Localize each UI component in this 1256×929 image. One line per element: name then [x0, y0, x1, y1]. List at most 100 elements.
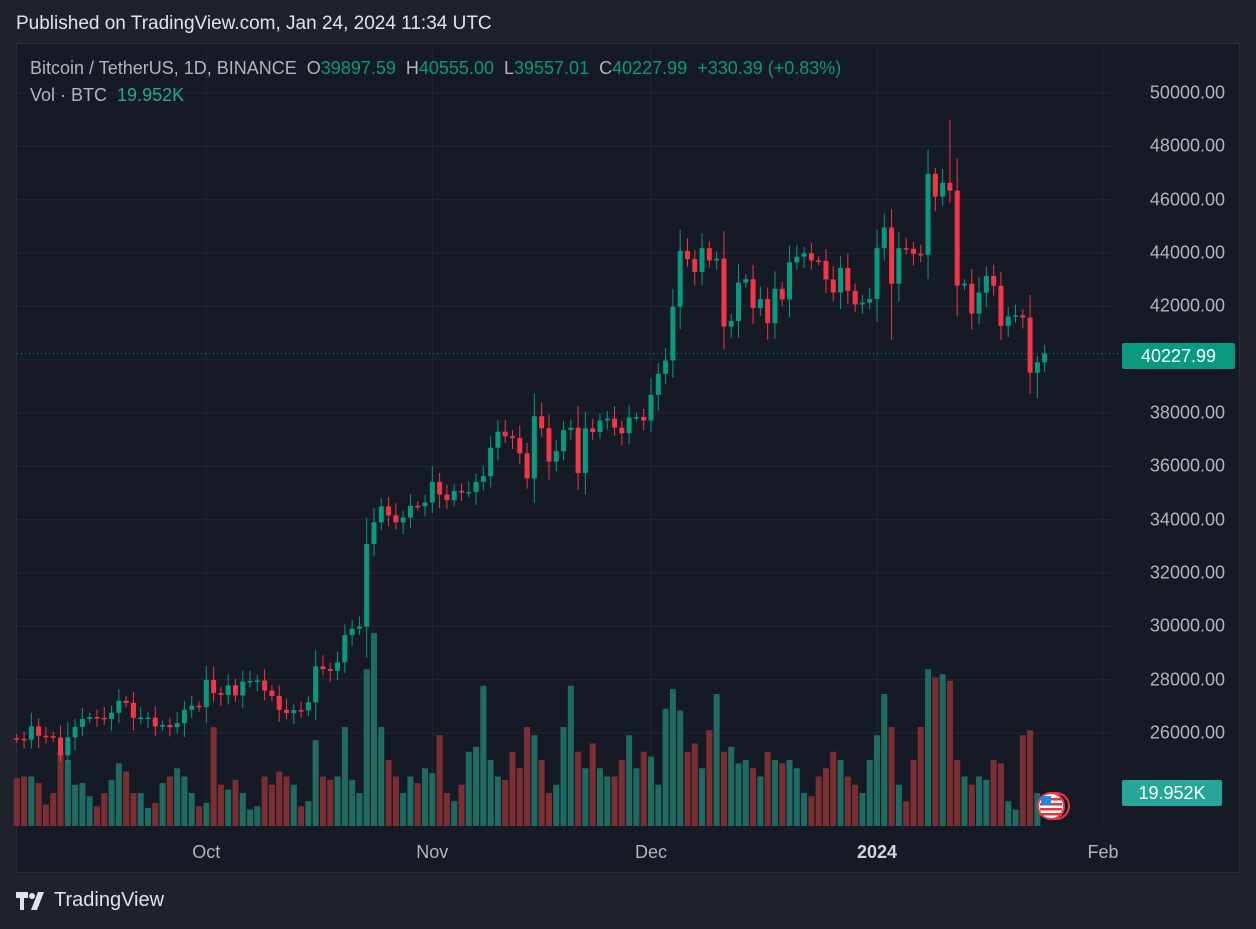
open-label: O	[306, 58, 321, 78]
volume-bar	[822, 768, 829, 826]
chart-frame[interactable]	[16, 43, 1240, 873]
tradingview-logo[interactable]: TradingView	[16, 889, 164, 912]
candle-body	[721, 258, 727, 327]
price-axis-label: 50000.00	[1149, 82, 1225, 103]
candle-body	[582, 428, 588, 474]
candle-body	[991, 275, 997, 286]
volume-bar	[1012, 809, 1019, 826]
volume-bar	[385, 760, 392, 826]
price-axis-label: 36000.00	[1149, 455, 1225, 476]
volume-bar	[349, 779, 356, 826]
candle-body	[845, 267, 851, 291]
volume-bar	[553, 784, 560, 826]
volume-bar	[589, 743, 596, 826]
candle-body	[335, 662, 341, 671]
candle-body	[284, 709, 290, 714]
candle-body	[969, 283, 975, 314]
volume-bar	[312, 740, 319, 826]
candle-body	[1013, 315, 1019, 317]
volume-bar	[742, 760, 749, 826]
candle-body	[801, 253, 807, 257]
volume-bar	[1005, 801, 1012, 826]
volume-bar	[79, 783, 86, 826]
volume-bar	[159, 783, 166, 826]
volume-bar	[356, 793, 363, 826]
volume-bar	[370, 632, 377, 826]
candle-body	[466, 491, 472, 494]
volume-bar	[859, 793, 866, 826]
candle-body	[342, 635, 348, 663]
volume-bar	[101, 793, 108, 826]
volume-bar	[64, 760, 71, 826]
open-value: 39897.59	[320, 58, 396, 78]
volume-bar	[837, 760, 844, 826]
volume-bar	[86, 796, 93, 826]
candle-body	[1020, 315, 1026, 318]
volume-bar	[298, 806, 305, 826]
volume-bar	[290, 784, 297, 826]
volume-bar	[239, 793, 246, 826]
volume-bar	[706, 730, 713, 826]
candle-body	[393, 515, 399, 523]
candle-body	[291, 710, 297, 714]
candle-body	[415, 505, 421, 508]
price-axis-label: 38000.00	[1149, 402, 1225, 423]
volume-bar	[261, 776, 268, 826]
candle-body	[918, 253, 924, 256]
candle-body	[65, 737, 71, 756]
volume-bar	[990, 760, 997, 826]
candle-body	[670, 306, 676, 361]
candle-body	[896, 248, 902, 284]
candle-body	[1042, 353, 1048, 363]
candle-body	[787, 262, 793, 300]
volume-bar	[735, 763, 742, 826]
price-axis-label: 48000.00	[1149, 135, 1225, 156]
candle-body	[14, 738, 20, 740]
candle-body	[451, 490, 457, 501]
volume-bar	[954, 760, 961, 826]
volume-bar	[662, 708, 669, 826]
price-axis-label: 32000.00	[1149, 562, 1225, 583]
volume-bar	[1034, 793, 1041, 826]
volume-bar	[225, 789, 232, 826]
candle-body	[976, 292, 982, 314]
candle-body	[889, 227, 895, 284]
candle-body	[21, 738, 27, 741]
candle-body	[130, 702, 136, 718]
candle-body	[838, 267, 844, 293]
candle-body	[874, 248, 880, 299]
candle-body	[867, 298, 873, 303]
volume-bar	[976, 776, 983, 826]
candle-body	[816, 260, 822, 262]
candle-body	[218, 693, 224, 695]
candle-body	[619, 427, 625, 434]
volume-bar	[378, 727, 385, 826]
volume-bar	[728, 746, 735, 826]
candle-body	[692, 259, 698, 272]
candle-body	[196, 705, 202, 708]
candle-body	[531, 416, 537, 479]
candle-body	[728, 321, 734, 327]
candle-body	[706, 248, 712, 261]
volume-bar	[458, 784, 465, 826]
volume-bar	[1019, 735, 1026, 826]
volume-bar	[188, 793, 195, 826]
volume-bar	[669, 689, 676, 826]
volume-bar	[422, 768, 429, 826]
volume-bar	[254, 806, 261, 826]
candle-body	[502, 431, 508, 437]
volume-bar	[582, 768, 589, 826]
candle-body	[823, 261, 829, 280]
candle-body	[28, 726, 34, 740]
volume-bar	[677, 710, 684, 826]
candle-body	[181, 709, 187, 724]
volume-bar	[327, 779, 334, 826]
volume-bar	[72, 784, 79, 826]
volume-bar	[750, 768, 757, 826]
volume-bar	[633, 768, 640, 826]
volume-bar	[626, 735, 633, 826]
volume-bar	[480, 685, 487, 826]
time-axis-label: Dec	[634, 842, 668, 862]
candle-body	[371, 522, 377, 544]
